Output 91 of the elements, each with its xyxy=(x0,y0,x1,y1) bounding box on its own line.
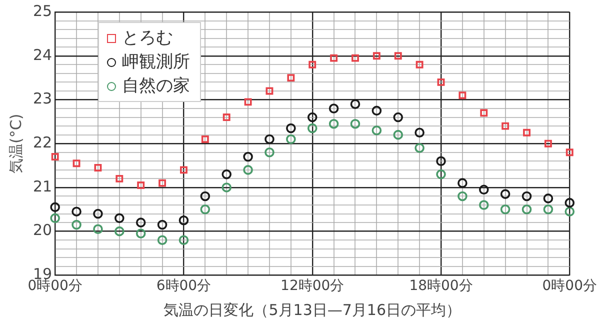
y-tick-label: 20 xyxy=(32,221,52,240)
legend-label: 自然の家 xyxy=(122,75,190,98)
point xyxy=(94,164,102,172)
point xyxy=(372,52,380,60)
x-tick-label: 6時00分 xyxy=(156,278,212,294)
x-axis-title: 気温の日変化（5月13日—7月16日の平均） xyxy=(164,300,461,319)
point xyxy=(157,220,168,230)
point xyxy=(200,204,210,214)
point xyxy=(458,178,468,188)
point xyxy=(478,200,489,210)
point xyxy=(393,112,404,122)
point xyxy=(93,224,103,234)
point xyxy=(72,160,80,168)
point xyxy=(307,123,318,134)
point xyxy=(437,78,445,86)
point xyxy=(158,179,166,187)
point xyxy=(308,60,316,68)
legend-label: 岬観測所 xyxy=(122,51,190,74)
point xyxy=(264,134,274,144)
point xyxy=(544,140,552,148)
point xyxy=(328,118,339,129)
point xyxy=(264,147,274,158)
point xyxy=(50,202,60,212)
point xyxy=(201,135,209,143)
point xyxy=(502,122,510,130)
point xyxy=(222,182,232,192)
point xyxy=(500,204,510,214)
point xyxy=(393,130,404,140)
point xyxy=(522,191,532,202)
legend-label: とろむ xyxy=(122,27,173,50)
point xyxy=(286,134,296,144)
point xyxy=(458,191,468,202)
point xyxy=(114,226,124,236)
point xyxy=(287,74,295,82)
point xyxy=(243,152,253,162)
point xyxy=(286,123,296,134)
point xyxy=(114,213,124,224)
point xyxy=(414,128,424,138)
point xyxy=(137,182,145,189)
point xyxy=(180,166,188,174)
point xyxy=(523,128,530,136)
point xyxy=(500,189,510,199)
point xyxy=(522,204,532,214)
point xyxy=(51,153,59,160)
point xyxy=(480,109,488,117)
y-tick-label: 25 xyxy=(32,2,52,20)
point xyxy=(350,99,360,110)
point xyxy=(350,118,360,129)
point xyxy=(543,204,554,214)
x-tick-label: 12時00分 xyxy=(280,278,344,294)
x-tick-label: 18時00分 xyxy=(409,278,473,294)
x-tick-label: 0時00分 xyxy=(28,278,82,294)
point xyxy=(416,60,424,68)
y-axis-title: 気温(°C) xyxy=(6,114,25,174)
point xyxy=(222,169,232,180)
point xyxy=(372,126,382,136)
point xyxy=(222,114,230,122)
point xyxy=(244,98,252,106)
point xyxy=(200,191,210,202)
point xyxy=(266,87,274,95)
point xyxy=(93,208,103,219)
point xyxy=(372,106,382,116)
point xyxy=(478,184,489,195)
point xyxy=(394,52,402,60)
point xyxy=(566,148,574,156)
point xyxy=(543,194,554,204)
point xyxy=(157,235,168,246)
point xyxy=(352,54,359,62)
x-tick-label: 0時00分 xyxy=(542,278,598,294)
y-tick-label: 23 xyxy=(32,90,52,108)
y-tick-label: 24 xyxy=(32,46,52,64)
point xyxy=(328,104,339,114)
point xyxy=(307,112,318,122)
point xyxy=(116,174,124,182)
point xyxy=(243,165,253,175)
point xyxy=(136,228,146,238)
point xyxy=(414,143,424,153)
point xyxy=(436,169,446,180)
point xyxy=(564,206,575,216)
y-tick-label: 22 xyxy=(32,133,52,152)
point xyxy=(564,198,575,208)
point xyxy=(72,206,82,216)
point xyxy=(458,92,466,100)
point xyxy=(178,235,189,246)
point xyxy=(436,156,446,166)
point xyxy=(330,54,338,62)
point xyxy=(136,218,146,228)
point xyxy=(178,215,189,226)
y-tick-label: 21 xyxy=(32,177,52,196)
point xyxy=(72,220,82,230)
point xyxy=(50,213,60,224)
